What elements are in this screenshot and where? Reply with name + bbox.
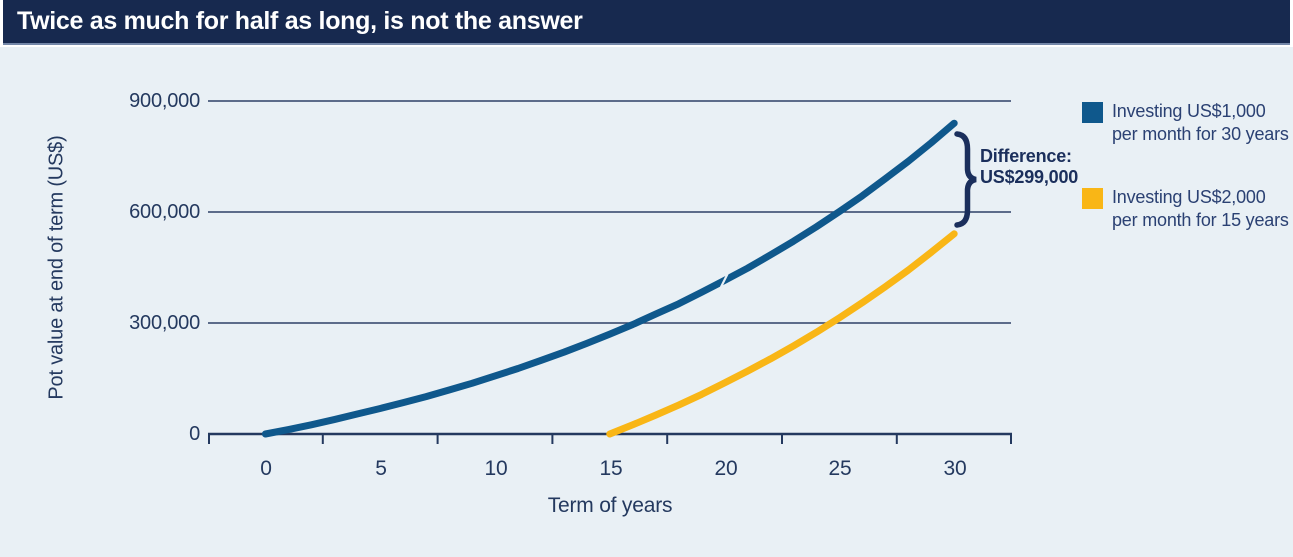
title-bar: Twice as much for half as long, is not t… <box>3 0 1290 45</box>
difference-annotation: Difference: US$299,000 <box>980 146 1130 188</box>
legend-label-1000-per-month: Investing US$1,000 per month for 30 year… <box>1112 101 1289 144</box>
series-line-1000-per-month-30y <box>261 119 958 438</box>
x-tick-15: 15 <box>599 457 623 480</box>
x-tick-20: 20 <box>714 457 738 480</box>
y-tick-0: 0 <box>189 423 200 445</box>
x-axis-title: Term of years <box>547 494 673 517</box>
difference-brace <box>954 131 977 228</box>
legend-swatch-blue <box>1082 102 1103 123</box>
x-axis-ticks <box>208 434 1012 444</box>
x-tick-5: 5 <box>375 457 387 480</box>
line-join-notch <box>720 273 729 288</box>
series-line-2000-per-month-15y <box>606 230 958 438</box>
y-tick-900000: 900,000 <box>129 90 200 112</box>
difference-label: Difference: <box>980 146 1072 166</box>
x-tick-25: 25 <box>828 457 852 480</box>
chart-panel <box>0 47 1293 557</box>
y-axis-title: Pot value at end of term (US$) <box>45 135 68 400</box>
x-tick-30: 30 <box>943 457 967 480</box>
difference-value: US$299,000 <box>980 167 1079 187</box>
y-tick-600000: 600,000 <box>129 201 200 223</box>
chart-title: Twice as much for half as long, is not t… <box>17 7 583 35</box>
legend-swatch-yellow <box>1082 188 1103 209</box>
y-tick-300000: 300,000 <box>129 312 200 334</box>
x-tick-0: 0 <box>260 457 272 480</box>
legend-label-2000-per-month: Investing US$2,000 per month for 15 year… <box>1112 187 1289 230</box>
x-tick-10: 10 <box>484 457 508 480</box>
